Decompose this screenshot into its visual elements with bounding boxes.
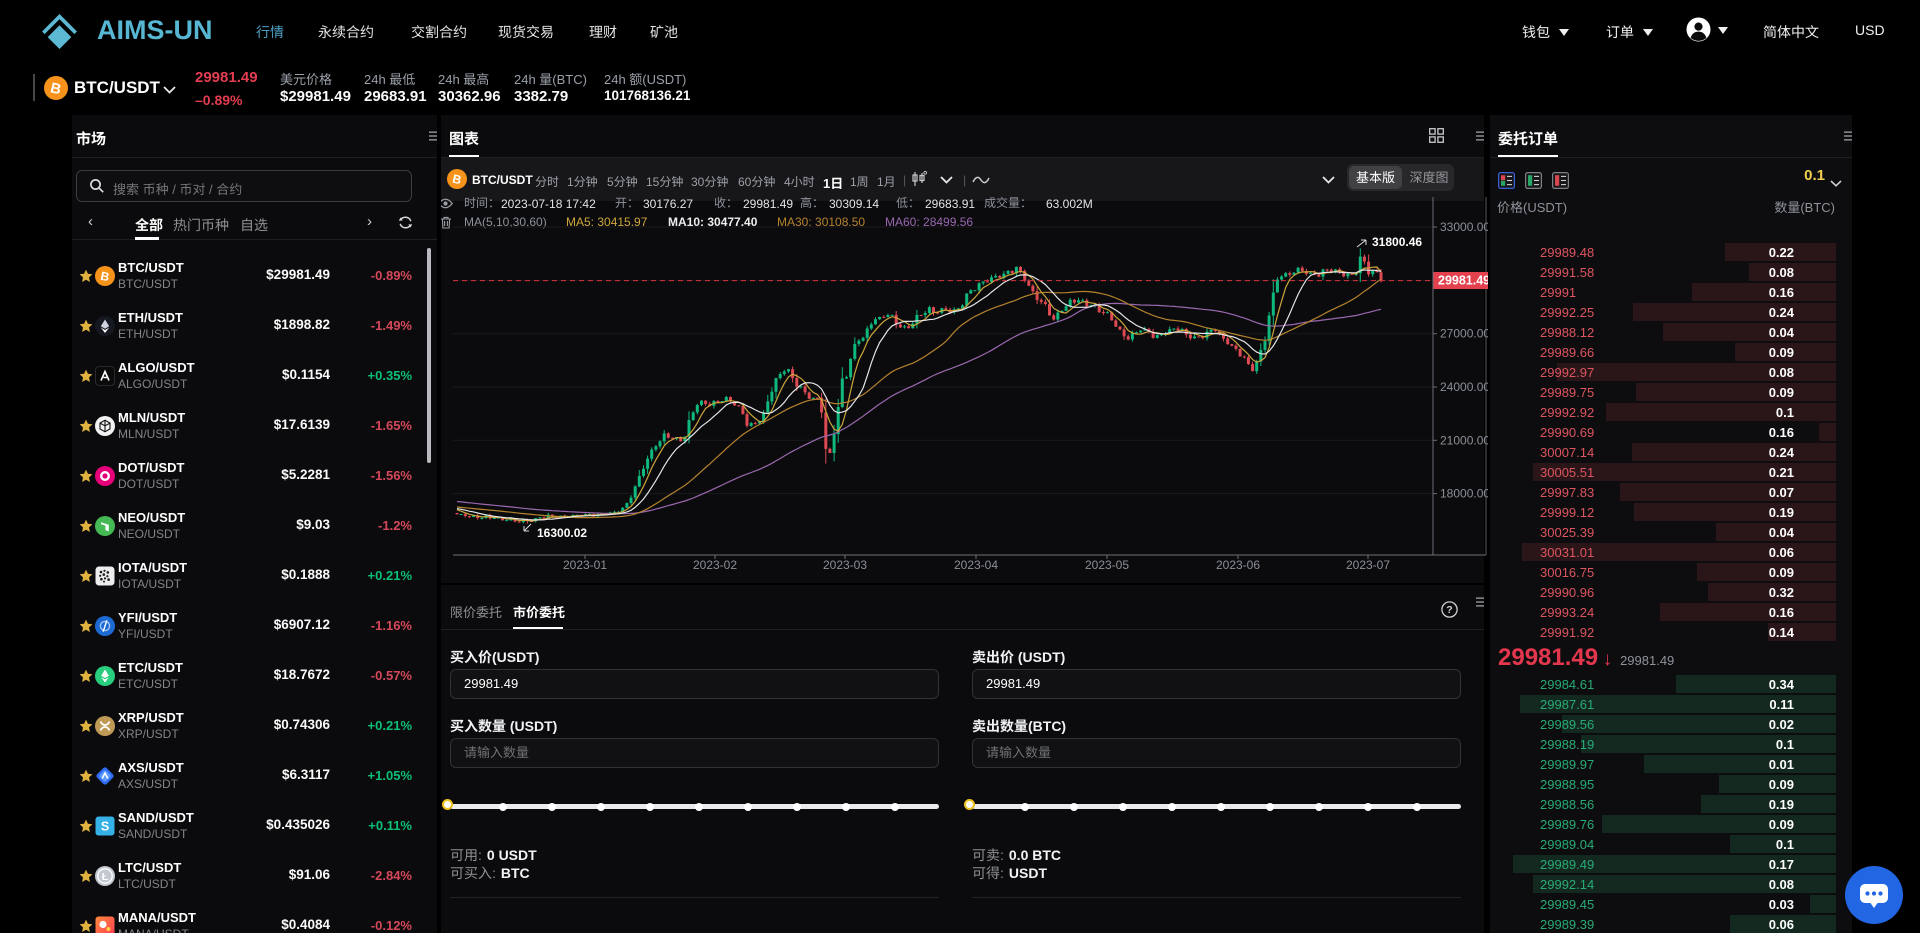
svg-text:2023-06: 2023-06 [1216,558,1260,572]
svg-text:29981.49: 29981.49 [1438,274,1488,288]
svg-text:27000.00: 27000.00 [1440,327,1488,341]
svg-text:31800.46: 31800.46 [1372,235,1422,249]
svg-text:2023-05: 2023-05 [1085,558,1129,572]
svg-text:21000.00: 21000.00 [1440,433,1488,447]
svg-text:2023-07: 2023-07 [1346,558,1390,572]
svg-text:B: B [451,172,463,188]
svg-text:B: B [99,269,111,285]
svg-text:S: S [101,820,109,834]
svg-text:2023-02: 2023-02 [693,558,737,572]
svg-text:18000.00: 18000.00 [1440,487,1488,501]
svg-text:2023-01: 2023-01 [563,558,607,572]
svg-text:16300.02: 16300.02 [537,526,587,540]
svg-text:2023-03: 2023-03 [823,558,867,572]
svg-text:B: B [49,80,63,98]
svg-text:2023-04: 2023-04 [954,558,998,572]
svg-text:?: ? [1446,604,1452,616]
svg-text:Ł: Ł [102,871,109,883]
svg-text:33000.00: 33000.00 [1440,220,1488,234]
svg-text:24000.00: 24000.00 [1440,380,1488,394]
